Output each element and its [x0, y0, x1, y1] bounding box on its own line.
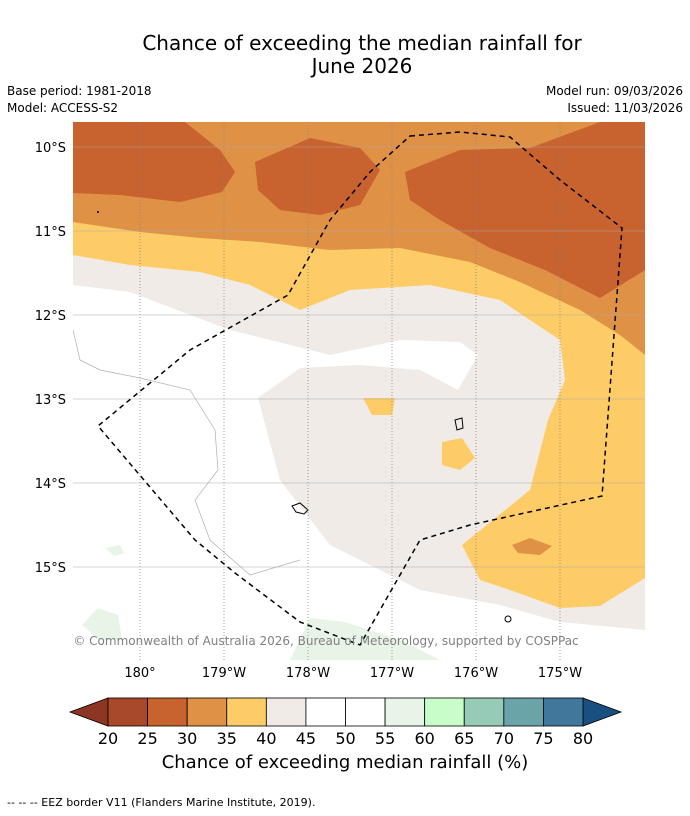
colorbar-tick-label: 40: [256, 729, 276, 748]
region-30-35-blob: [512, 538, 552, 555]
chart-title-line2: June 2026: [311, 54, 413, 78]
colorbar-tick-label: 60: [414, 729, 434, 748]
y-tick-label: 12°S: [35, 309, 66, 324]
island-3: [504, 615, 512, 623]
colorbar-tick-label: 75: [533, 729, 553, 748]
island-4: [97, 211, 99, 213]
y-tick-labels: 10°S 11°S 12°S 13°S 14°S 15°S: [35, 141, 66, 576]
x-tick-label: 175°W: [538, 666, 582, 681]
colorbar-segment: [503, 697, 544, 727]
y-tick-label: 13°S: [35, 393, 66, 408]
colorbar-tick-label: 20: [98, 729, 118, 748]
x-tick-label: 178°W: [286, 666, 330, 681]
map-plot-area: [73, 122, 645, 660]
y-tick-label: 14°S: [35, 477, 66, 492]
colorbar-tick-label: 70: [494, 729, 514, 748]
colorbar-segment: [186, 697, 228, 727]
base-period: Base period: 1981-2018: [7, 84, 152, 98]
colorbar-label: Chance of exceeding median rainfall (%): [161, 752, 529, 773]
colorbar-segment: [147, 697, 188, 727]
x-tick-label: 179°W: [202, 666, 246, 681]
region-25-30-east: [405, 122, 645, 298]
colorbar-segment: [345, 697, 386, 727]
region-55-60-island: [106, 545, 124, 556]
contour-line-west: [73, 329, 301, 576]
colorbar-tick-label: 65: [454, 729, 474, 748]
colorbar-tick-label: 80: [573, 729, 593, 748]
y-tick-label: 15°S: [35, 561, 66, 576]
colorbar-segment: [543, 697, 584, 727]
meta-right: Model run: 09/03/2026 Issued: 11/03/2026: [546, 83, 683, 117]
colorbar-segment: [305, 697, 346, 727]
region-55-60-south: [290, 618, 440, 660]
colorbar-tick-label: 25: [137, 729, 157, 748]
region-25-30-west: [73, 122, 235, 202]
x-tick-label: 177°W: [370, 666, 414, 681]
colorbar-tick-label: 50: [335, 729, 355, 748]
colorbar-segment: [107, 697, 148, 727]
x-tick-label: 176°W: [454, 666, 498, 681]
colorbar-segment: [463, 697, 505, 727]
footnote: -- -- -- EEZ border V11 (Flanders Marine…: [7, 796, 316, 809]
x-tick-label: 180°: [124, 666, 155, 681]
model-run: Model run: 09/03/2026: [545, 84, 683, 98]
region-35-40-blob-1: [363, 398, 395, 415]
chart-title-line1: Chance of exceeding the median rainfall …: [142, 31, 582, 55]
issued-date: Issued: 11/03/2026: [567, 101, 683, 115]
chart-title: Chance of exceeding the median rainfall …: [0, 32, 690, 78]
y-tick-label: 11°S: [35, 225, 66, 240]
colorbar-segment: [424, 697, 465, 727]
colorbar-tick-label: 45: [296, 729, 316, 748]
y-tick-label: 10°S: [35, 141, 66, 156]
colorbar-under-triangle: [68, 697, 109, 727]
copyright-text: © Commonwealth of Australia 2026, Bureau…: [73, 634, 578, 648]
meta-left: Base period: 1981-2018 Model: ACCESS-S2: [7, 83, 152, 117]
region-35-40-blob-2: [442, 438, 475, 470]
eez-border: [96, 131, 623, 646]
island-1: [291, 502, 309, 515]
colorbar-tick-label: 35: [217, 729, 237, 748]
colorbar-tick-label: 30: [177, 729, 197, 748]
colorbar-tick-label: 55: [375, 729, 395, 748]
x-tick-labels: 180° 179°W 178°W 177°W 176°W 175°W: [124, 666, 582, 681]
region-25-30-center: [255, 138, 380, 215]
island-2: [454, 417, 464, 431]
colorbar: 20 25 30 35 40 45 50 55 60 65 70 75 80: [68, 697, 623, 748]
colorbar-segment: [265, 697, 307, 727]
model-name: Model: ACCESS-S2: [7, 101, 119, 115]
colorbar-over-triangle: [582, 697, 623, 727]
lat-grid-lines: [73, 146, 645, 568]
region-55-60-west: [82, 608, 122, 640]
colorbar-segment: [226, 697, 267, 727]
colorbar-segment: [384, 697, 426, 727]
